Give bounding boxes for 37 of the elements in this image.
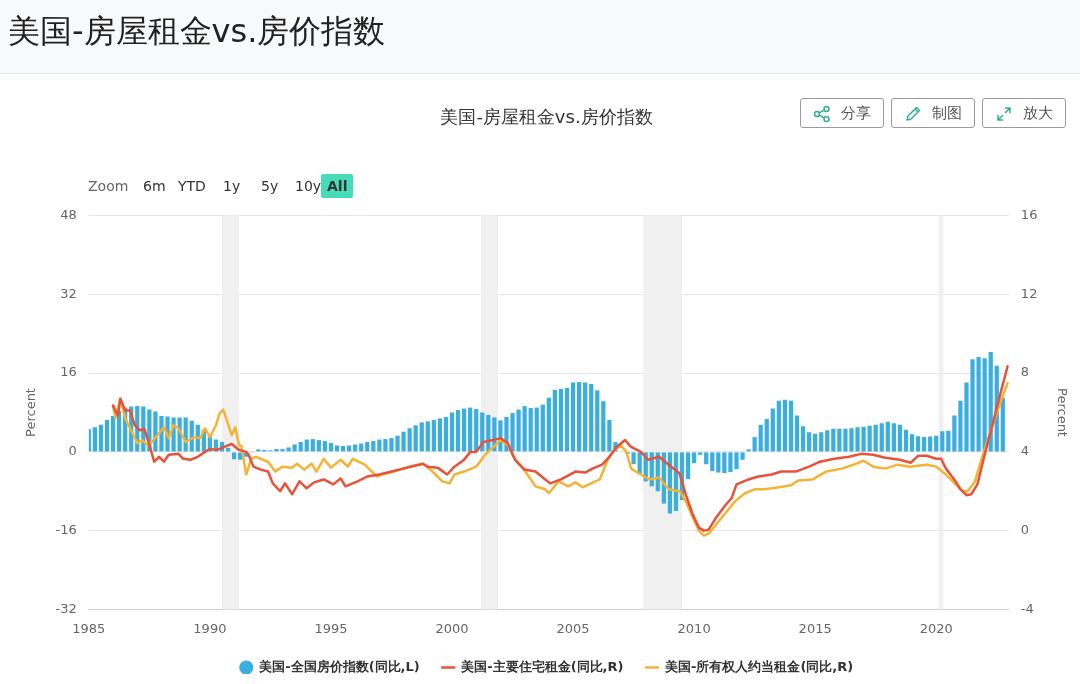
range-button: All bbox=[321, 174, 354, 198]
x-tick-label: 2010 bbox=[677, 620, 711, 636]
y-tick-label: 0 bbox=[68, 443, 77, 459]
y-tick-label: 32 bbox=[60, 285, 77, 301]
header-bar: 美国-房屋租金vs.房价指数 bbox=[0, 0, 1080, 74]
y2-tick-label: 4 bbox=[1020, 443, 1030, 459]
y-tick-label: 48 bbox=[60, 206, 77, 222]
x-tick-label: 1990 bbox=[193, 620, 227, 636]
y-tick-label: -32 bbox=[55, 600, 77, 616]
x-tick-label: 2005 bbox=[556, 620, 590, 636]
y2-tick-label: 16 bbox=[1020, 206, 1038, 222]
y2-tick-label: -4 bbox=[1020, 600, 1034, 616]
x-tick-label: 1995 bbox=[314, 620, 348, 636]
text: Zoom bbox=[88, 177, 129, 196]
text: 10y bbox=[294, 177, 323, 196]
x-tick-label: 1985 bbox=[72, 620, 106, 636]
text: 6m bbox=[142, 177, 167, 196]
y2-tick-label: 8 bbox=[1020, 364, 1030, 380]
expand-button: 放大 bbox=[982, 98, 1066, 128]
x-tick-label: 2000 bbox=[435, 620, 469, 636]
y-axis-title: Percent bbox=[23, 388, 39, 437]
text: 5y bbox=[260, 177, 280, 196]
y-tick-label: -16 bbox=[55, 522, 77, 538]
y2-axis-title: Percent bbox=[1054, 388, 1070, 437]
legend-label: 美国-主要住宅租金(同比,R) bbox=[460, 658, 624, 674]
x-tick-label: 2020 bbox=[919, 620, 953, 636]
legend-label: 美国-全国房价指数(同比,L) bbox=[258, 658, 420, 674]
y2-tick-label: 12 bbox=[1020, 285, 1038, 301]
text: YTD bbox=[177, 177, 207, 196]
text: 1y bbox=[222, 177, 242, 196]
x-tick-label: 2015 bbox=[798, 620, 832, 636]
y-tick-label: 16 bbox=[60, 364, 77, 380]
y2-tick-label: 0 bbox=[1020, 522, 1030, 538]
pencil-button: 制图 bbox=[891, 98, 975, 128]
chart-title: 美国-房屋租金vs.房价指数 bbox=[440, 106, 653, 128]
share-button: 分享 bbox=[800, 98, 884, 128]
legend-label: 美国-所有权人约当租金(同比,R) bbox=[664, 658, 854, 674]
